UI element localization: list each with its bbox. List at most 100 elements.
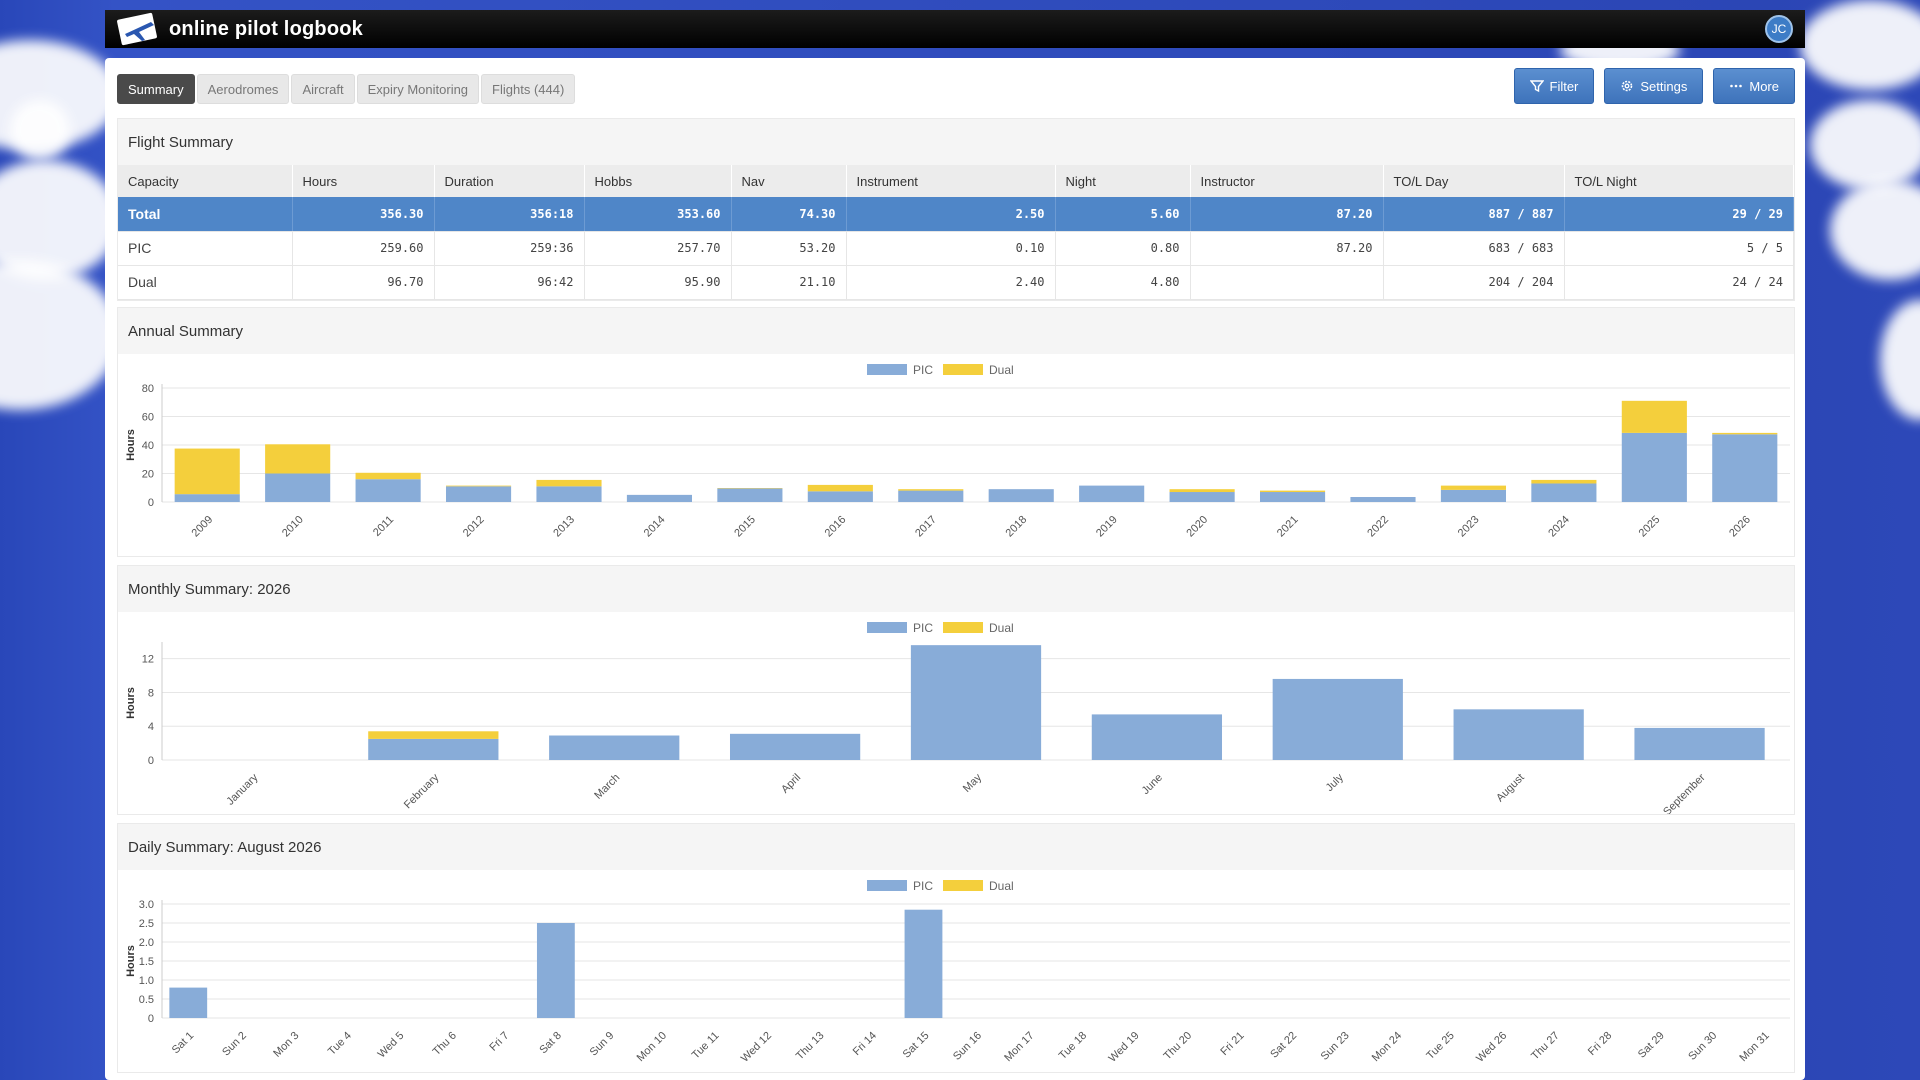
x-tick-label: Sat 22: [1268, 1030, 1299, 1061]
legend-label[interactable]: Dual: [989, 621, 1014, 635]
bar-pic-sat-1[interactable]: [169, 987, 208, 1018]
bar-pic-2019[interactable]: [1079, 485, 1145, 502]
x-tick-label: Tue 18: [1057, 1030, 1089, 1062]
bar-dual-2021[interactable]: [1259, 490, 1326, 493]
tab-flights[interactable]: Flights (444): [481, 74, 576, 104]
x-tick-label: September: [1661, 771, 1708, 814]
settings-button[interactable]: Settings: [1604, 68, 1704, 104]
bar-pic-2024[interactable]: [1531, 483, 1597, 502]
tab-aircraft[interactable]: Aircraft: [291, 74, 355, 104]
bar-pic-february[interactable]: [368, 738, 499, 760]
bar-pic-2023[interactable]: [1440, 489, 1507, 502]
x-tick-label: Tue 11: [690, 1030, 722, 1062]
bar-pic-2009[interactable]: [174, 494, 240, 502]
bar-dual-2013[interactable]: [536, 479, 602, 487]
legend-swatch-dual[interactable]: [943, 880, 983, 891]
x-tick-label: Tue 4: [326, 1030, 354, 1058]
legend-swatch-pic[interactable]: [867, 880, 907, 891]
bar-pic-2020[interactable]: [1169, 492, 1235, 502]
bar-pic-2026[interactable]: [1712, 434, 1778, 502]
x-tick-label: 2018: [1004, 514, 1030, 540]
bar-dual-2024[interactable]: [1531, 479, 1597, 484]
x-tick-label: Sun 2: [220, 1030, 249, 1059]
x-tick-label: Wed 12: [739, 1030, 774, 1065]
legend-label[interactable]: Dual: [989, 879, 1014, 893]
legend-swatch-dual[interactable]: [943, 622, 983, 633]
app-title[interactable]: online pilot logbook: [169, 17, 363, 40]
legend-label[interactable]: PIC: [913, 879, 933, 893]
x-tick-label: Fri 7: [487, 1030, 511, 1054]
more-button[interactable]: More: [1713, 68, 1795, 104]
table-cell: 356.30: [292, 197, 435, 232]
daily-summary-section: Daily Summary: August 2026 PIC Dual Hours 0…: [117, 823, 1795, 1073]
bar-pic-2010[interactable]: [265, 473, 331, 503]
bar-pic-july[interactable]: [1272, 678, 1403, 760]
x-tick-label: 2012: [461, 514, 487, 540]
more-label: More: [1749, 78, 1779, 94]
bar-pic-2012[interactable]: [445, 486, 512, 502]
x-tick-label: Fri 14: [851, 1030, 879, 1058]
bar-dual-2023[interactable]: [1440, 485, 1507, 490]
bar-dual-february[interactable]: [368, 731, 499, 739]
x-tick-label: Mon 10: [635, 1030, 669, 1064]
monthly-summary-chart: PIC Dual Hours 0 4 8 12 January February March Apr…: [125, 621, 1790, 814]
bar-pic-2025[interactable]: [1621, 432, 1687, 502]
x-tick-label: Sun 16: [951, 1030, 984, 1063]
bar-pic-sat-8[interactable]: [536, 923, 575, 1018]
y-tick-label: 3.0: [139, 899, 154, 911]
bar-pic-may[interactable]: [910, 645, 1042, 760]
tab-aerodromes[interactable]: Aerodromes: [196, 74, 290, 104]
x-tick-label: Thu 13: [794, 1030, 827, 1063]
bar-pic-june[interactable]: [1091, 714, 1223, 760]
table-cell: 87.20: [1190, 231, 1384, 266]
legend-swatch-pic[interactable]: [867, 364, 907, 375]
x-tick-label: Sat 8: [537, 1030, 564, 1057]
bar-dual-2011[interactable]: [355, 472, 421, 480]
legend-label[interactable]: Dual: [989, 363, 1014, 377]
legend-swatch-dual[interactable]: [943, 364, 983, 375]
bar-pic-2018[interactable]: [988, 489, 1054, 502]
x-tick-label: Thu 6: [431, 1030, 459, 1058]
x-tick-label: May: [961, 771, 985, 795]
legend-label[interactable]: PIC: [913, 621, 933, 635]
x-tick-label: July: [1324, 771, 1347, 794]
bar-pic-2017[interactable]: [898, 490, 964, 502]
bar-pic-march[interactable]: [549, 735, 680, 760]
x-tick-label: 2017: [913, 514, 939, 540]
table-cell: 87.20: [1190, 197, 1384, 232]
bar-pic-2021[interactable]: [1259, 492, 1326, 502]
bar-pic-2016[interactable]: [807, 491, 873, 502]
bar-pic-april[interactable]: [729, 733, 861, 760]
airplane-logo-icon[interactable]: [117, 12, 161, 46]
bar-dual-2012[interactable]: [445, 485, 512, 487]
bar-dual-2026[interactable]: [1712, 432, 1778, 435]
bar-dual-2009[interactable]: [174, 448, 240, 495]
bar-dual-2017[interactable]: [898, 489, 964, 491]
bar-pic-2014[interactable]: [626, 494, 693, 502]
gear-icon: [1622, 80, 1633, 92]
flight-summary-section: Flight Summary Capacity Hours Duration H…: [117, 118, 1795, 301]
daily-summary-title: Daily Summary: August 2026: [118, 824, 1794, 870]
bar-dual-2025[interactable]: [1621, 400, 1687, 433]
filter-button[interactable]: Filter: [1513, 68, 1595, 104]
x-tick-label: 2023: [1456, 514, 1482, 540]
bar-dual-2010[interactable]: [265, 444, 331, 474]
bar-pic-august[interactable]: [1453, 709, 1584, 760]
bar-pic-2015[interactable]: [717, 488, 783, 502]
table-cell: 74.30: [731, 197, 847, 232]
bar-dual-2020[interactable]: [1169, 489, 1235, 493]
bar-pic-2011[interactable]: [355, 479, 421, 502]
x-tick-label: Wed 26: [1474, 1030, 1509, 1065]
bar-pic-september[interactable]: [1634, 727, 1765, 760]
bar-pic-2022[interactable]: [1350, 497, 1416, 502]
legend-label[interactable]: PIC: [913, 363, 933, 377]
column-header: Hobbs: [584, 165, 732, 197]
bar-pic-2013[interactable]: [536, 486, 602, 502]
bar-dual-2016[interactable]: [807, 484, 873, 492]
tab-expiry-monitoring[interactable]: Expiry Monitoring: [356, 74, 480, 104]
tab-summary[interactable]: Summary: [117, 74, 195, 104]
user-avatar[interactable]: JC: [1765, 15, 1793, 43]
column-header: TO/L Day: [1383, 165, 1565, 197]
legend-swatch-pic[interactable]: [867, 622, 907, 633]
bar-pic-sat-15[interactable]: [904, 909, 943, 1018]
